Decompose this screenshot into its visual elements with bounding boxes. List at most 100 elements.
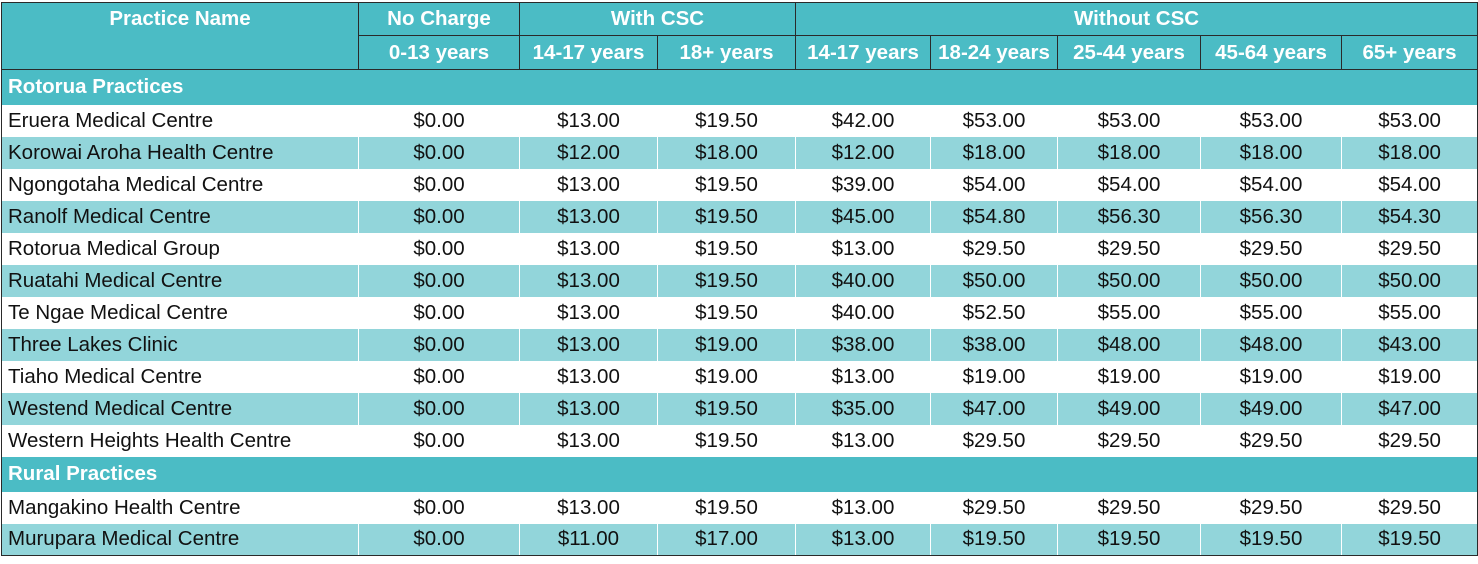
fee-cell: $29.50 bbox=[1057, 424, 1201, 457]
fee-cell: $42.00 bbox=[795, 104, 931, 137]
fee-cell: $13.00 bbox=[795, 523, 931, 556]
age-header-without-csc-14-17: 14-17 years bbox=[795, 35, 932, 70]
table-row: Te Ngae Medical Centre $0.00 $13.00 $19.50 $… bbox=[1, 296, 1478, 329]
fee-cell: $48.00 bbox=[1200, 328, 1342, 361]
fee-cell: $13.00 bbox=[519, 328, 658, 361]
table-row: Rotorua Medical Group $0.00 $13.00 $19.50 $1… bbox=[1, 232, 1478, 265]
fee-cell: $53.00 bbox=[1341, 104, 1478, 137]
fee-cell: $29.50 bbox=[930, 424, 1058, 457]
fee-cell: $0.00 bbox=[358, 232, 520, 265]
fee-cell: $0.00 bbox=[358, 392, 520, 425]
fee-cell: $0.00 bbox=[358, 136, 520, 169]
fee-cell: $0.00 bbox=[358, 523, 520, 556]
fee-cell: $13.00 bbox=[519, 200, 658, 233]
age-header-25-44: 25-44 years bbox=[1057, 35, 1202, 70]
fee-cell: $13.00 bbox=[519, 296, 658, 329]
fee-cell: $0.00 bbox=[358, 491, 520, 524]
fee-cell: $19.00 bbox=[657, 360, 796, 393]
fee-cell: $29.50 bbox=[1200, 424, 1342, 457]
fee-cell: $18.00 bbox=[657, 136, 796, 169]
fee-cell: $50.00 bbox=[1057, 264, 1201, 297]
fee-cell: $13.00 bbox=[519, 264, 658, 297]
fee-cell: $45.00 bbox=[795, 200, 931, 233]
table-row: Eruera Medical Centre $0.00 $13.00 $19.50 $4… bbox=[1, 104, 1478, 137]
fee-cell: $0.00 bbox=[358, 104, 520, 137]
fee-cell: $52.50 bbox=[930, 296, 1058, 329]
practice-name-cell: Ngongotaha Medical Centre bbox=[1, 168, 359, 201]
practice-name-header: Practice Name bbox=[1, 2, 359, 70]
age-header-65-plus: 65+ years bbox=[1341, 35, 1478, 70]
practice-name-cell: Three Lakes Clinic bbox=[1, 328, 359, 361]
fee-cell: $54.00 bbox=[1200, 168, 1342, 201]
table-row: Ruatahi Medical Centre $0.00 $13.00 $19.50 $… bbox=[1, 264, 1478, 297]
fee-cell: $19.50 bbox=[657, 491, 796, 524]
fee-cell: $19.00 bbox=[1057, 360, 1201, 393]
fee-cell: $29.50 bbox=[1057, 232, 1201, 265]
table-row: Three Lakes Clinic $0.00 $13.00 $19.00 $38.0… bbox=[1, 328, 1478, 361]
age-header-45-64: 45-64 years bbox=[1200, 35, 1343, 70]
fee-cell: $19.50 bbox=[657, 424, 796, 457]
fee-cell: $47.00 bbox=[1341, 392, 1478, 425]
section-header: Rotorua Practices bbox=[0, 69, 1478, 105]
fee-cell: $38.00 bbox=[795, 328, 931, 361]
fee-cell: $19.50 bbox=[930, 523, 1058, 556]
fee-cell: $49.00 bbox=[1200, 392, 1342, 425]
fee-cell: $12.00 bbox=[795, 136, 931, 169]
fee-cell: $49.00 bbox=[1057, 392, 1201, 425]
fee-cell: $29.50 bbox=[930, 491, 1058, 524]
practice-name-cell: Ranolf Medical Centre bbox=[1, 200, 359, 233]
fee-cell: $19.50 bbox=[657, 392, 796, 425]
practice-name-cell: Korowai Aroha Health Centre bbox=[1, 136, 359, 169]
fee-cell: $18.00 bbox=[930, 136, 1058, 169]
fee-cell: $54.30 bbox=[1341, 200, 1478, 233]
table-row: Westend Medical Centre $0.00 $13.00 $19.50 $… bbox=[1, 392, 1478, 425]
fee-cell: $29.50 bbox=[1200, 232, 1342, 265]
fee-cell: $13.00 bbox=[519, 491, 658, 524]
fee-cell: $13.00 bbox=[519, 232, 658, 265]
fee-cell: $56.30 bbox=[1057, 200, 1201, 233]
fee-cell: $19.00 bbox=[657, 328, 796, 361]
fee-cell: $13.00 bbox=[795, 424, 931, 457]
fee-cell: $54.00 bbox=[930, 168, 1058, 201]
fee-cell: $54.80 bbox=[930, 200, 1058, 233]
table-body: Rotorua Practices Eruera Medical Centre $0… bbox=[0, 69, 1478, 556]
practice-name-cell: Eruera Medical Centre bbox=[1, 104, 359, 137]
fee-cell: $53.00 bbox=[930, 104, 1058, 137]
age-header-with-csc-14-17: 14-17 years bbox=[519, 35, 658, 70]
fee-cell: $19.50 bbox=[1057, 523, 1201, 556]
fee-cell: $48.00 bbox=[1057, 328, 1201, 361]
fee-cell: $13.00 bbox=[519, 168, 658, 201]
fee-cell: $54.00 bbox=[1057, 168, 1201, 201]
fee-cell: $19.00 bbox=[930, 360, 1058, 393]
fee-cell: $0.00 bbox=[358, 296, 520, 329]
fee-cell: $39.00 bbox=[795, 168, 931, 201]
fee-cell: $13.00 bbox=[795, 491, 931, 524]
fee-cell: $13.00 bbox=[795, 232, 931, 265]
table-row: Korowai Aroha Health Centre $0.00 $12.00 $1… bbox=[1, 136, 1478, 169]
fee-cell: $54.00 bbox=[1341, 168, 1478, 201]
fee-cell: $55.00 bbox=[1200, 296, 1342, 329]
fee-cell: $17.00 bbox=[657, 523, 796, 556]
table-row: Mangakino Health Centre $0.00 $13.00 $19.50… bbox=[1, 491, 1478, 524]
table-row: Ranolf Medical Centre $0.00 $13.00 $19.50 $4… bbox=[1, 200, 1478, 233]
fee-cell: $19.50 bbox=[657, 232, 796, 265]
fee-cell: $50.00 bbox=[1341, 264, 1478, 297]
fee-cell: $29.50 bbox=[1200, 491, 1342, 524]
table-row: Murupara Medical Centre $0.00 $11.00 $17.00… bbox=[1, 523, 1478, 556]
fee-cell: $13.00 bbox=[519, 360, 658, 393]
section-header: Rural Practices bbox=[0, 456, 1478, 492]
fee-cell: $29.50 bbox=[1341, 424, 1478, 457]
fee-cell: $40.00 bbox=[795, 264, 931, 297]
section-title: Rotorua Practices bbox=[0, 69, 1478, 105]
practice-name-cell: Rotorua Medical Group bbox=[1, 232, 359, 265]
fee-cell: $19.50 bbox=[657, 264, 796, 297]
fee-cell: $29.50 bbox=[1057, 491, 1201, 524]
fee-cell: $0.00 bbox=[358, 168, 520, 201]
fee-cell: $35.00 bbox=[795, 392, 931, 425]
practice-name-cell: Ruatahi Medical Centre bbox=[1, 264, 359, 297]
fee-cell: $19.00 bbox=[1341, 360, 1478, 393]
fee-cell: $19.00 bbox=[1200, 360, 1342, 393]
fee-cell: $13.00 bbox=[519, 104, 658, 137]
without-csc-header: Without CSC bbox=[795, 2, 1478, 36]
fee-cell: $29.50 bbox=[1341, 232, 1478, 265]
